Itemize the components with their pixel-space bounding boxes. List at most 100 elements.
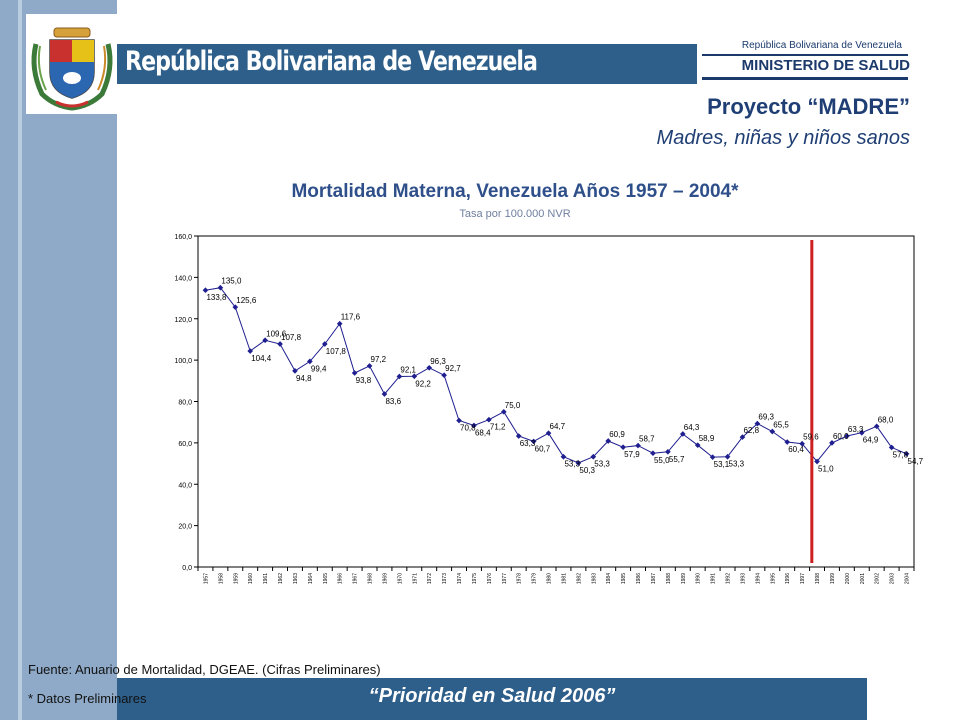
x-tick-label: 1959 [233, 573, 239, 584]
x-tick-label: 1983 [591, 573, 597, 584]
data-label: 63,3 [520, 439, 536, 448]
data-point [844, 433, 850, 439]
x-tick-label: 1980 [547, 573, 553, 584]
data-label: 92,7 [445, 364, 461, 373]
x-tick-label: 1972 [427, 573, 433, 584]
x-tick-label: 1963 [293, 573, 299, 584]
data-point [784, 439, 791, 445]
x-tick-label: 1967 [353, 573, 359, 584]
data-label: 60,7 [535, 444, 551, 453]
coat-of-arms-logo [26, 14, 118, 114]
data-point [620, 444, 626, 451]
x-tick-label: 2003 [890, 573, 896, 584]
data-point [292, 368, 298, 374]
data-point [545, 430, 552, 436]
x-tick-label: 1971 [412, 573, 418, 584]
data-point [754, 420, 761, 427]
y-tick-label: 60,0 [178, 441, 192, 448]
data-label: 53,3 [564, 460, 580, 469]
left-decorative-stripe [18, 0, 22, 720]
x-tick-label: 1986 [636, 573, 642, 584]
data-label: 109,6 [266, 329, 287, 338]
data-point [515, 433, 522, 439]
project-title: Proyecto “MADRE” [707, 94, 910, 119]
data-point [814, 458, 820, 465]
data-label: 60,9 [609, 430, 625, 439]
data-point [575, 460, 582, 466]
data-label: 58,9 [699, 434, 715, 443]
data-point [277, 341, 283, 347]
data-point [411, 373, 418, 380]
ministry-divider-bottom [702, 77, 908, 80]
data-label: 63,3 [848, 425, 864, 434]
data-point [560, 453, 567, 460]
data-point [799, 440, 805, 447]
data-label: 104,4 [251, 354, 272, 363]
data-label: 96,3 [430, 357, 446, 366]
x-tick-label: 1981 [561, 573, 567, 584]
data-label: 55,7 [669, 455, 685, 464]
data-label: 93,8 [356, 376, 372, 385]
chart-title: Mortalidad Materna, Venezuela Años 1957 … [291, 181, 739, 202]
data-label: 94,8 [296, 374, 312, 383]
x-tick-label: 1958 [218, 573, 224, 584]
data-label: 64,7 [550, 422, 566, 431]
data-point [396, 373, 403, 380]
data-label: 64,3 [684, 423, 700, 432]
data-label: 57,8 [893, 450, 909, 459]
data-label: 59,6 [803, 433, 819, 442]
data-point [873, 423, 880, 430]
x-tick-label: 1990 [696, 573, 702, 584]
chart-axes: 0,0 20,0 40,0 60,0 80,0 100,0 120,0 140,0 160,0 [174, 234, 915, 572]
data-label: 65,5 [773, 420, 789, 429]
data-point [262, 337, 268, 344]
data-label: 83,6 [385, 397, 401, 406]
data-label: 60,0 [833, 432, 849, 441]
data-label: 54,7 [908, 457, 924, 466]
data-label: 53,3 [594, 460, 610, 469]
data-label: 125,6 [236, 296, 257, 305]
data-point [336, 320, 343, 327]
data-point [247, 348, 254, 354]
data-point [709, 454, 716, 460]
header-banner [117, 44, 697, 84]
x-tick-label: 1993 [740, 573, 746, 584]
x-tick-label: 1982 [576, 573, 582, 584]
data-label: 71,2 [490, 423, 506, 432]
data-label: 133,8 [206, 293, 227, 302]
data-point [441, 372, 447, 379]
data-label: 60,4 [788, 445, 804, 454]
x-tick-label: 1991 [711, 573, 717, 584]
x-tick-label: 1957 [203, 573, 209, 584]
data-label: 135,0 [221, 277, 242, 286]
data-label: 58,7 [639, 435, 655, 444]
x-tick-label: 1996 [785, 573, 791, 584]
data-label: 68,4 [475, 428, 491, 437]
y-tick-label: 160,0 [174, 234, 192, 241]
source-note: Fuente: Anuario de Mortalidad, DGEAE. (C… [28, 662, 381, 677]
x-tick-label: 1987 [651, 573, 657, 584]
data-label: 70,8 [460, 424, 476, 433]
data-point [232, 304, 239, 310]
data-label: 69,3 [758, 413, 774, 422]
data-point [605, 438, 612, 444]
ministry-country-label: República Bolivariana de Venezuela [741, 40, 902, 51]
data-label: 50,3 [579, 466, 595, 475]
data-label: 53,3 [729, 460, 745, 469]
y-tick-label: 80,0 [178, 400, 192, 407]
data-point [321, 341, 328, 347]
project-subtitle: Madres, niñas y niños sanos [656, 127, 910, 149]
x-tick-label: 1977 [502, 573, 508, 584]
data-point [694, 442, 701, 448]
data-point [903, 451, 910, 457]
data-point [351, 370, 358, 376]
data-point [500, 409, 507, 415]
chart-subtitle: Tasa por 100.000 NVR [459, 208, 571, 220]
y-tick-label: 120,0 [174, 317, 192, 324]
x-tick-label: 1998 [815, 573, 821, 584]
x-tick-label: 1974 [457, 573, 463, 584]
x-tick-label: 1960 [248, 573, 254, 584]
data-point [739, 434, 746, 440]
x-tick-label: 1964 [308, 573, 314, 584]
y-tick-label: 140,0 [174, 275, 192, 282]
